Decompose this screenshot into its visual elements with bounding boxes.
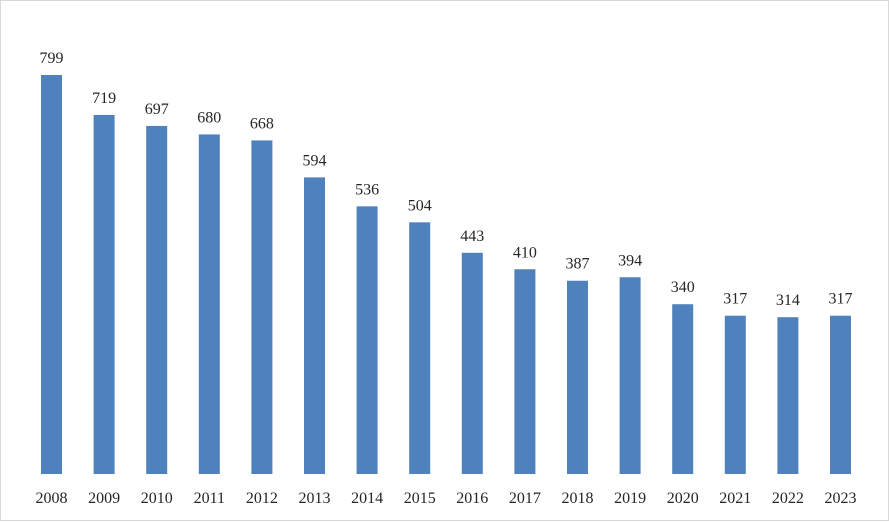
bar-2014: [356, 206, 378, 474]
value-label-2013: 594: [303, 152, 327, 169]
value-label-2016: 443: [460, 228, 484, 245]
bars-group: [41, 75, 851, 475]
x-tick-label-2010: 2010: [141, 490, 173, 507]
value-label-2010: 697: [145, 101, 169, 118]
value-labels-group: 799 719 697 680 668 594 536 504 443 410 387 394 340 3…: [40, 50, 853, 309]
value-label-2021: 317: [723, 291, 747, 308]
x-tick-label-2018: 2018: [562, 490, 594, 507]
value-label-2008: 799: [40, 50, 64, 67]
value-label-2009: 719: [92, 90, 116, 107]
bar-2009: [93, 114, 115, 474]
bar-2008: [41, 75, 62, 474]
value-label-2018: 387: [566, 256, 590, 273]
bar-2010: [146, 125, 168, 474]
value-label-2019: 394: [618, 252, 642, 269]
x-axis-ticks: 2008 2009 2010 2011 2012 2013 2014 2015 2016 2017…: [36, 490, 857, 507]
value-label-2011: 680: [197, 109, 221, 126]
x-tick-label-2020: 2020: [667, 490, 699, 507]
bar-2021: [724, 315, 746, 474]
bar-2018: [567, 280, 588, 474]
value-label-2020: 340: [671, 279, 695, 296]
value-label-2012: 668: [250, 115, 274, 132]
bar-2011: [198, 134, 220, 474]
x-tick-label-2023: 2023: [825, 490, 857, 507]
bar-2017: [514, 269, 536, 474]
x-tick-label-2021: 2021: [719, 490, 751, 507]
value-label-2023: 317: [829, 291, 853, 308]
x-tick-label-2019: 2019: [614, 490, 646, 507]
bar-2022: [777, 317, 799, 474]
x-tick-label-2013: 2013: [299, 490, 331, 507]
value-label-2022: 314: [776, 292, 800, 309]
x-tick-label-2017: 2017: [509, 490, 541, 507]
bar-2019: [619, 277, 641, 474]
x-tick-label-2022: 2022: [772, 490, 804, 507]
x-tick-label-2016: 2016: [456, 490, 488, 507]
bar-2013: [304, 177, 325, 474]
x-tick-label-2015: 2015: [404, 490, 436, 507]
value-label-2015: 504: [408, 197, 432, 214]
x-tick-label-2011: 2011: [194, 490, 225, 507]
bar-2016: [461, 252, 483, 474]
bar-2023: [830, 315, 851, 474]
x-tick-label-2008: 2008: [36, 490, 68, 507]
value-label-2017: 410: [513, 244, 537, 261]
x-tick-label-2014: 2014: [351, 490, 383, 507]
value-label-2014: 536: [355, 181, 379, 198]
bar-2020: [672, 304, 694, 474]
bar-2015: [409, 222, 431, 474]
x-tick-label-2012: 2012: [246, 490, 278, 507]
x-tick-label-2009: 2009: [88, 490, 120, 507]
bar-2012: [251, 140, 273, 475]
